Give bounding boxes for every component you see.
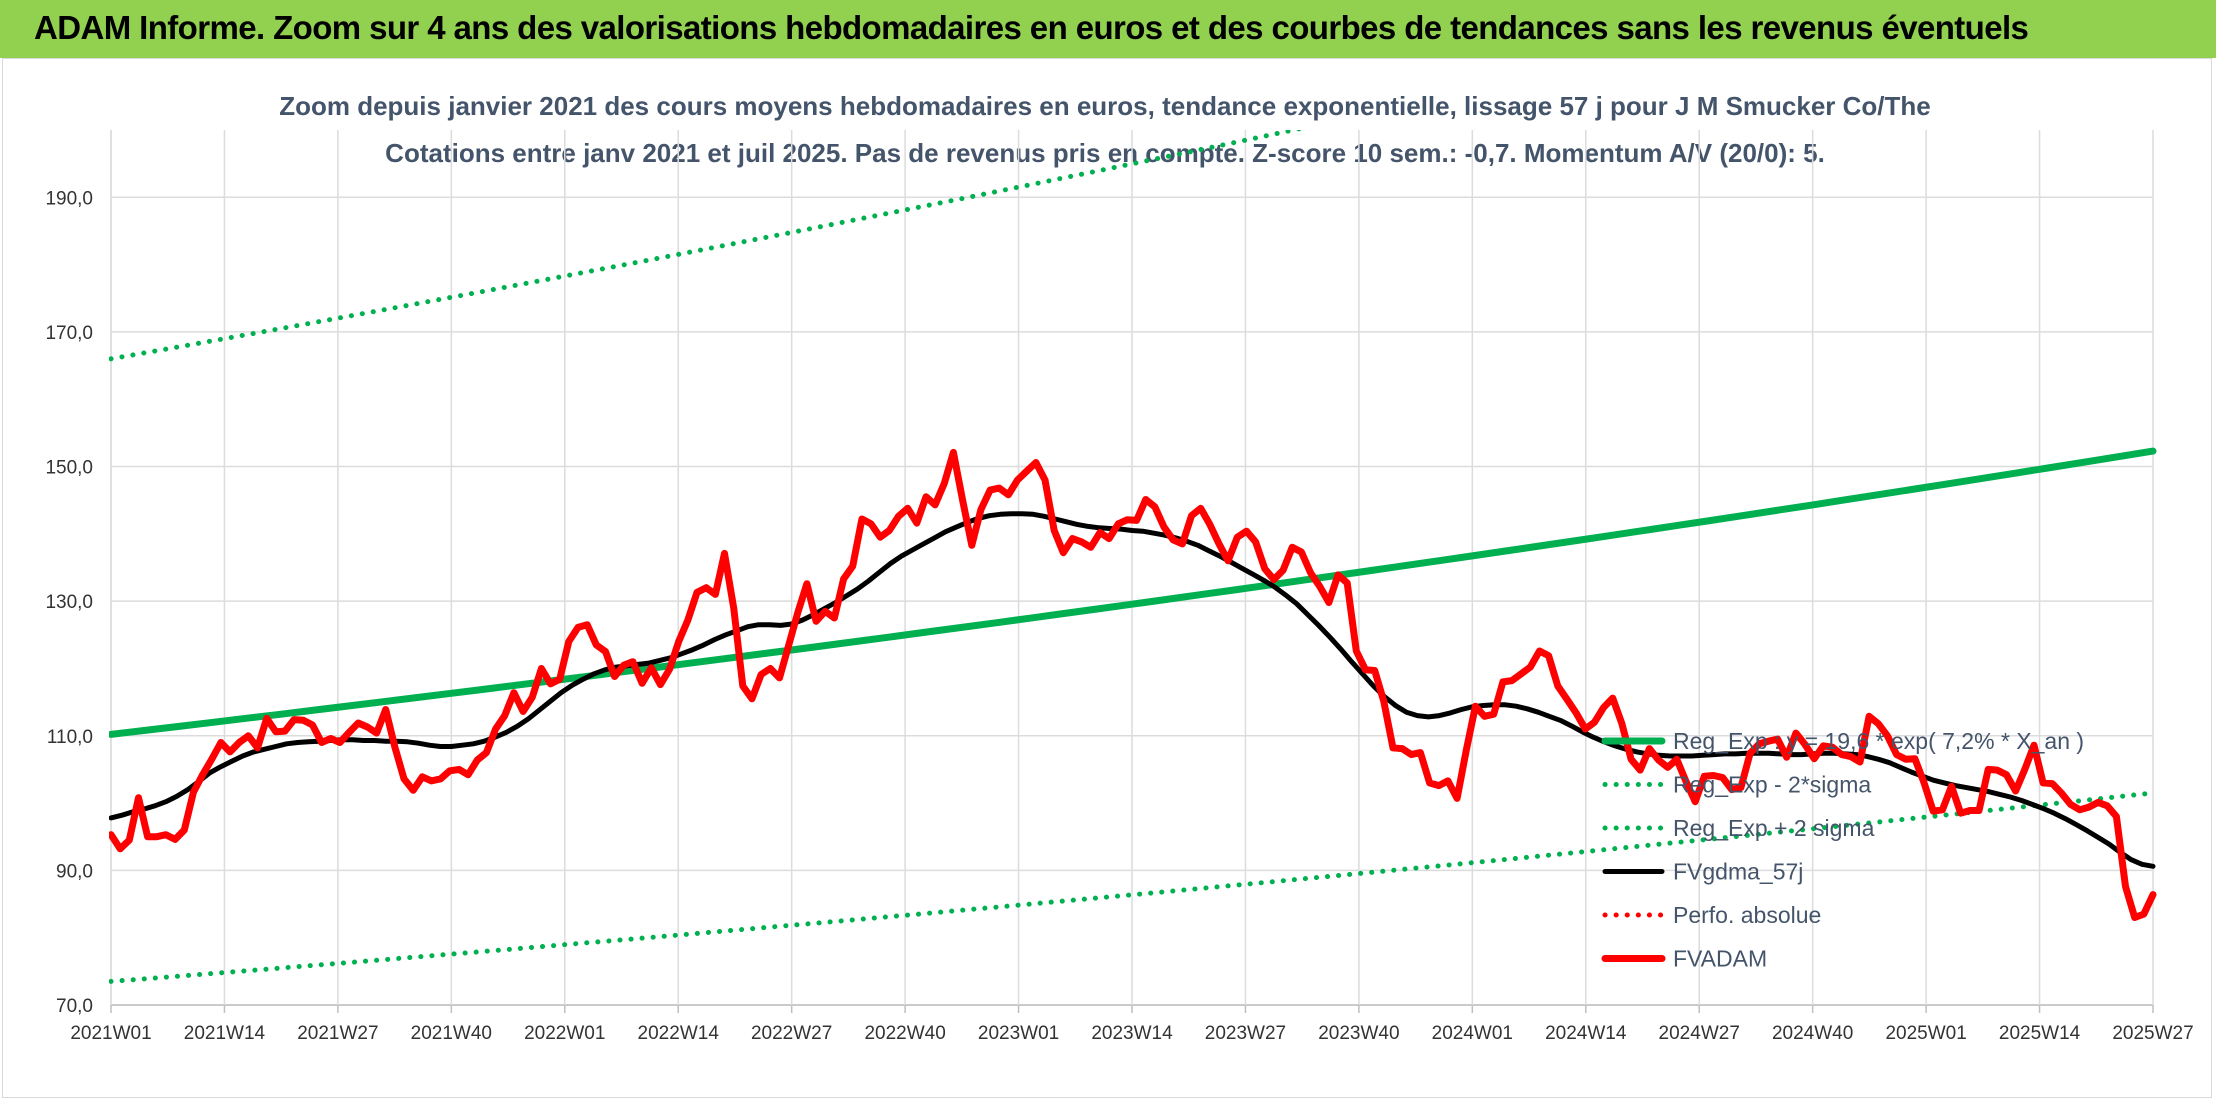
legend-label: FVgdma_57j [1673, 859, 1803, 885]
series-reg-exp-2-sigma [109, 130, 1306, 362]
chart-title-line-2: Cotations entre janv 2021 et juil 2025. … [385, 138, 1825, 168]
series-reg-exp-y-19-6-exp-7-2-x-an [109, 447, 2157, 738]
chart-title-line-1: Zoom depuis janvier 2021 des cours moyen… [279, 91, 1931, 121]
x-tick-label: 2021W14 [184, 1023, 266, 1044]
y-tick-label: 190,0 [45, 188, 93, 209]
x-tick-label: 2024W14 [1545, 1023, 1627, 1044]
y-tick-label: 130,0 [45, 592, 93, 613]
y-tick-label: 70,0 [56, 996, 93, 1017]
x-tick-label: 2024W40 [1772, 1023, 1853, 1044]
series-fvadam [109, 448, 2157, 921]
y-tick-label: 110,0 [47, 727, 93, 748]
y-tick-label: 170,0 [45, 323, 93, 344]
legend-label: Reg_Exp - 2*sigma [1673, 772, 1871, 798]
x-tick-label: 2023W27 [1205, 1023, 1286, 1044]
x-tick-label: 2022W01 [524, 1023, 605, 1044]
page-title: ADAM Informe. Zoom sur 4 ans des valoris… [34, 9, 2029, 46]
x-tick-label: 2023W01 [978, 1023, 1059, 1044]
series-lines [109, 130, 2157, 984]
x-tick-label: 2021W40 [411, 1023, 492, 1044]
legend-label: Perfo. absolue [1673, 902, 1821, 928]
x-tick-label: 2025W27 [2112, 1023, 2193, 1044]
legend-label: FVADAM [1673, 946, 1767, 972]
x-tick-label: 2024W27 [1659, 1023, 1740, 1044]
x-tick-label: 2021W01 [70, 1023, 151, 1044]
x-tick-label: 2021W27 [297, 1023, 378, 1044]
x-tick-label: 2024W01 [1432, 1023, 1513, 1044]
x-tick-label: 2023W14 [1091, 1023, 1173, 1044]
x-tick-label: 2025W01 [1885, 1023, 1966, 1044]
grid [110, 130, 2154, 1006]
axes: 70,0 90,0 110,0 130,0 150,0 170,0 190,0 2021W01… [45, 188, 2193, 1044]
x-tick-label: 2022W40 [864, 1023, 945, 1044]
y-tick-label: 90,0 [56, 861, 93, 882]
legend-label: Reg_Exp : y = 19,6 * exp( 7,2% * X_an ) [1673, 728, 2084, 754]
chart-frame [2, 58, 2212, 1098]
header-banner: ADAM Informe. Zoom sur 4 ans des valoris… [0, 0, 2216, 58]
x-tick-label: 2022W14 [638, 1023, 720, 1044]
x-tick-label: 2025W14 [1999, 1023, 2081, 1044]
legend: Reg_Exp : y = 19,6 * exp( 7,2% * X_an ) R… [1601, 728, 2084, 972]
x-tick-label: 2022W27 [751, 1023, 832, 1044]
legend-label: Reg_Exp + 2 sigma [1673, 815, 1875, 841]
y-tick-label: 150,0 [45, 458, 93, 479]
x-tick-label: 2023W40 [1318, 1023, 1399, 1044]
series-reg-exp-2-sigma [109, 790, 2156, 984]
